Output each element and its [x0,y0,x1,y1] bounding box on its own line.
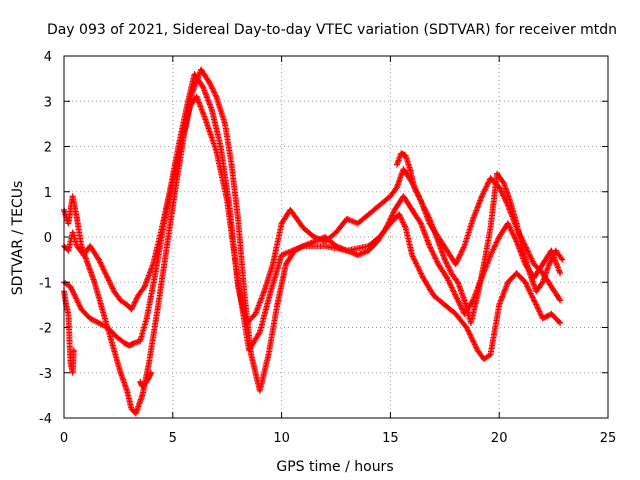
series-trace-markers [62,95,562,362]
y-tick-label: 3 [44,95,52,110]
x-tick-label: 25 [600,431,617,446]
data-point [393,161,400,168]
y-tick-label: -1 [39,276,52,291]
x-tick-label: 15 [382,431,399,446]
y-axis-label: SDTVAR / TECUs [10,181,26,296]
y-tick-label: 0 [44,231,52,246]
series-trace-markers [62,72,563,325]
y-tick-label: 1 [44,186,52,201]
series-trace-c [61,66,564,417]
data-point [354,252,361,259]
y-tick-label: -2 [39,322,52,337]
y-tick-label: -4 [39,412,52,427]
y-tick-label: 2 [44,141,52,156]
chart-title: Day 093 of 2021, Sidereal Day-to-day VTE… [47,22,617,38]
data-point [104,274,111,281]
x-tick-label: 10 [273,431,290,446]
y-tick-label: 4 [44,50,52,65]
x-axis-label: GPS time / hours [276,459,393,475]
data-point [71,292,78,299]
data-point [531,297,538,304]
series-trace-b [61,71,564,326]
data-point [478,193,485,200]
data-points [61,66,566,417]
axis-ticks: 0 5 10 15 20 25 -4 -3 -2 -1 0 1 2 3 4 [39,50,616,446]
grid [64,56,608,418]
y-tick-label: -3 [39,367,52,382]
x-tick-label: 5 [169,431,177,446]
x-tick-label: 0 [60,431,68,446]
data-point [452,292,459,299]
data-point [417,197,424,204]
x-tick-label: 20 [491,431,508,446]
